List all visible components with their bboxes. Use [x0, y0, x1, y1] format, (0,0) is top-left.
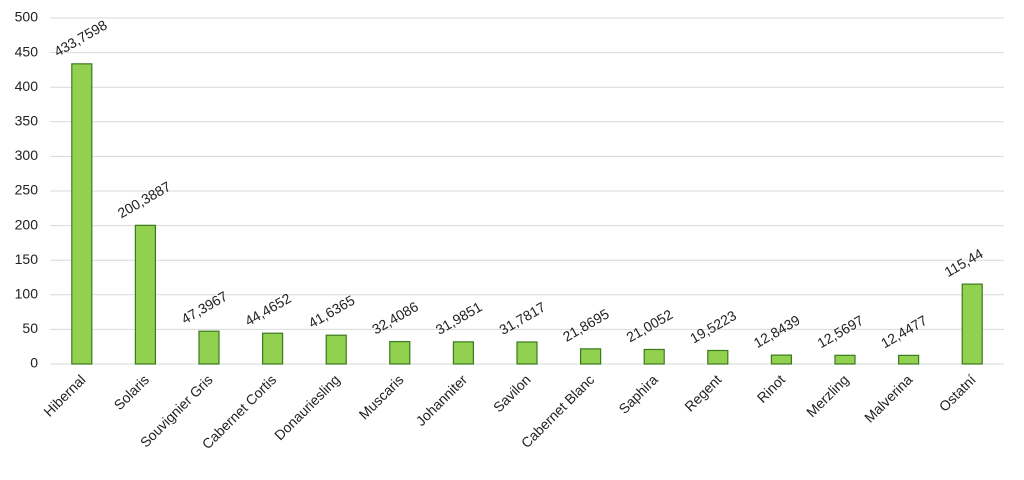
data-label: 44,4652 — [242, 290, 294, 329]
bar — [707, 349, 729, 365]
data-label: 12,5697 — [814, 312, 866, 351]
x-tick-label: Donauriesling — [271, 371, 343, 443]
data-label: 41,6365 — [306, 292, 358, 331]
y-tick-label: 350 — [15, 113, 39, 129]
bar — [770, 354, 793, 365]
data-label: 47,3967 — [178, 288, 230, 327]
x-tick-label: Regent — [681, 371, 724, 414]
x-tick-label: Rinot — [754, 371, 789, 406]
data-label: 21,0052 — [624, 306, 676, 345]
data-label: 433,7598 — [51, 16, 110, 59]
x-tick-label: Johanniter — [413, 371, 471, 429]
bar — [325, 334, 347, 365]
bar — [389, 340, 411, 365]
data-label: 19,5223 — [687, 307, 739, 346]
x-tick-label: Solaris — [111, 371, 153, 413]
bar — [262, 332, 284, 365]
y-tick-label: 100 — [15, 286, 39, 302]
bar — [579, 348, 602, 365]
y-tick-label: 500 — [15, 9, 39, 25]
x-tick-label: Ostatní — [936, 371, 979, 414]
bar — [897, 354, 920, 365]
data-label: 31,9851 — [433, 298, 485, 337]
data-label: 32,4086 — [369, 298, 421, 337]
data-label: 200,3887 — [115, 178, 174, 221]
y-tick-label: 250 — [15, 182, 39, 198]
y-tick-label: 200 — [15, 216, 39, 232]
bar — [961, 283, 983, 365]
data-label: 12,4477 — [878, 312, 930, 351]
bar — [198, 330, 220, 365]
y-tick-label: 0 — [30, 355, 38, 371]
bar — [134, 224, 156, 365]
y-tick-label: 400 — [15, 78, 39, 94]
y-tick-label: 450 — [15, 43, 39, 59]
data-label: 12,8439 — [751, 312, 803, 351]
x-tick-label: Merzling — [803, 371, 852, 420]
y-tick-label: 50 — [22, 320, 38, 336]
x-tick-label: Savilon — [490, 371, 534, 415]
bar — [643, 348, 665, 365]
data-label: 21,8695 — [560, 305, 612, 344]
x-tick-label: Muscaris — [356, 371, 407, 422]
y-tick-label: 150 — [15, 251, 39, 267]
x-tick-label: Malverina — [861, 371, 915, 425]
bar — [71, 63, 93, 365]
bar — [452, 341, 474, 365]
x-tick-label: Saphira — [615, 371, 661, 417]
y-tick-label: 300 — [15, 147, 39, 163]
bar — [834, 354, 856, 365]
data-label: 115,44 — [942, 245, 986, 280]
x-tick-label: Hibernal — [40, 371, 88, 419]
data-label: 31,7817 — [496, 299, 548, 338]
bar — [516, 341, 538, 365]
